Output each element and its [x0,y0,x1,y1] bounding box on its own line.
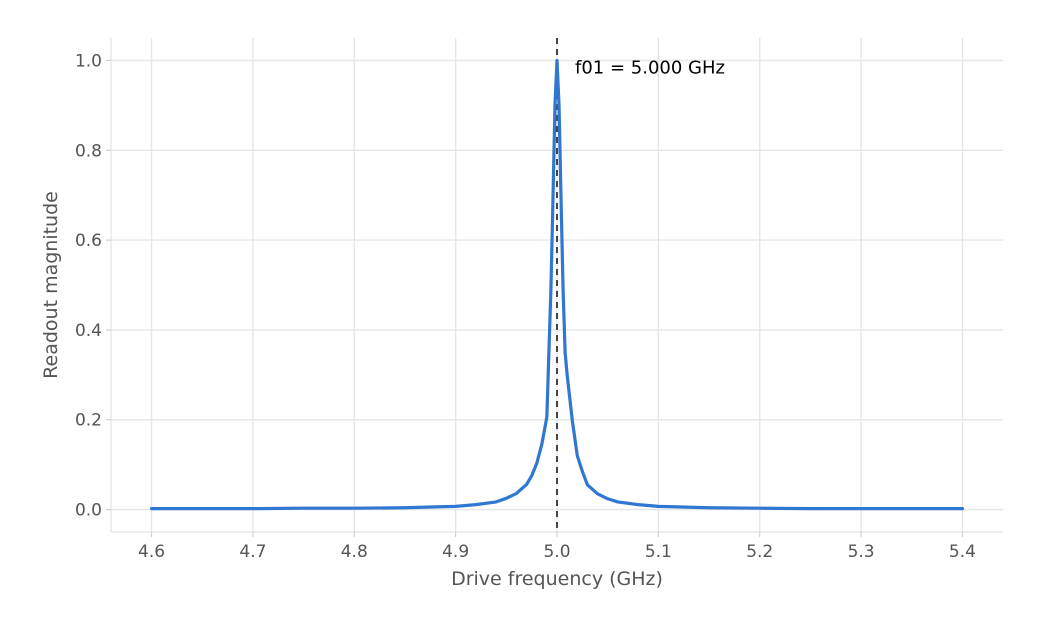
x-tick-label: 5.2 [746,542,773,562]
y-tick-label: 0.6 [75,231,102,251]
y-tick-label: 0.0 [75,501,102,521]
y-axis-label: Readout magnitude [40,191,62,379]
y-tick-label: 0.8 [75,141,102,161]
x-tick-label: 4.6 [138,542,165,562]
x-tick-label: 5.4 [949,542,976,562]
f01-annotation: f01 = 5.000 GHz [575,57,725,78]
x-axis-label: Drive frequency (GHz) [451,568,663,590]
x-tick-label: 4.7 [239,542,266,562]
series-line [149,58,965,511]
x-tick-label: 4.8 [341,542,368,562]
x-tick-label: 5.1 [645,542,672,562]
y-ticks: 0.0 0.2 0.4 0.6 0.8 1.0 [75,51,111,521]
x-tick-label: 5.3 [848,542,875,562]
x-tick-label: 5.0 [543,542,570,562]
y-tick-label: 0.4 [75,321,102,341]
x-ticks: 4.6 4.7 4.8 4.9 5.0 5.1 5.2 5.3 5.4 [138,532,976,562]
y-tick-label: 0.2 [75,411,102,431]
y-tick-label: 1.0 [75,51,102,71]
x-tick-label: 4.9 [442,542,469,562]
